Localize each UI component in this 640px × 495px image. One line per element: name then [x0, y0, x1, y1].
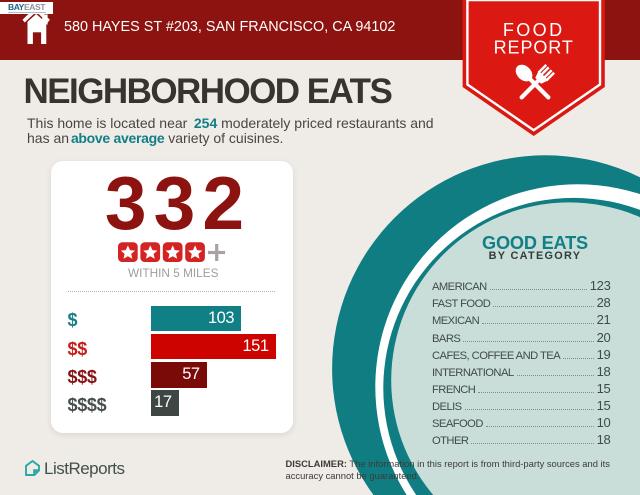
svg-text:REPORT: REPORT: [494, 38, 574, 58]
svg-text:FOOD: FOOD: [503, 20, 565, 40]
